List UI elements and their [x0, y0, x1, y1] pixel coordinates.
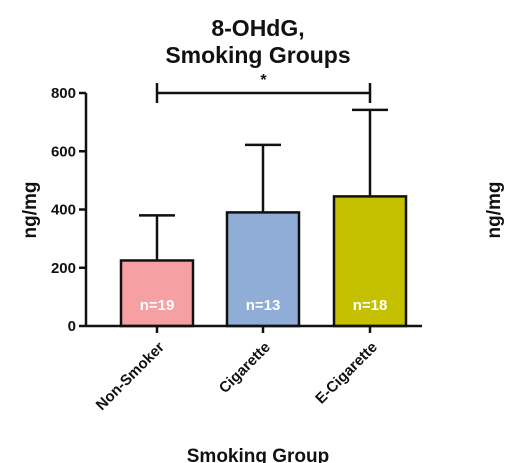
chart-title-line2: Smoking Groups	[165, 42, 350, 68]
bar-count-label: n=19	[140, 297, 175, 314]
x-tick-label: E-Cigarette	[312, 339, 381, 408]
bar-non-smoker	[119, 259, 195, 328]
y-tick-label: 800	[51, 85, 76, 102]
y-tick-label: 0	[68, 318, 76, 335]
x-tick-label: Cigarette	[216, 339, 274, 397]
y-tick-label: 200	[51, 260, 76, 277]
y-tick-label: 600	[51, 143, 76, 160]
bar-count-label: n=18	[353, 297, 388, 314]
y-tick-label: 400	[51, 202, 76, 219]
y-axis-label: ng/mg	[20, 182, 41, 239]
significance-marker: *	[260, 72, 267, 89]
bar-cigarette	[225, 211, 301, 328]
bar-count-label: n=13	[246, 297, 281, 314]
bars: n=19 n=13 n=18	[119, 108, 408, 328]
x-tick-label: Non-Smoker	[93, 339, 168, 414]
x-axis: Non-Smoker Cigarette E-Cigarette	[86, 324, 422, 414]
bar-e-cigarette	[332, 195, 408, 328]
chart-title-line1: 8-OHdG,	[211, 15, 304, 41]
x-axis-label: Smoking Group	[187, 446, 330, 463]
right-chart-y-axis-label: ng/mg	[484, 182, 505, 239]
significance-bracket: *	[155, 72, 372, 103]
y-axis: 0 200 400 600 800	[51, 85, 88, 335]
